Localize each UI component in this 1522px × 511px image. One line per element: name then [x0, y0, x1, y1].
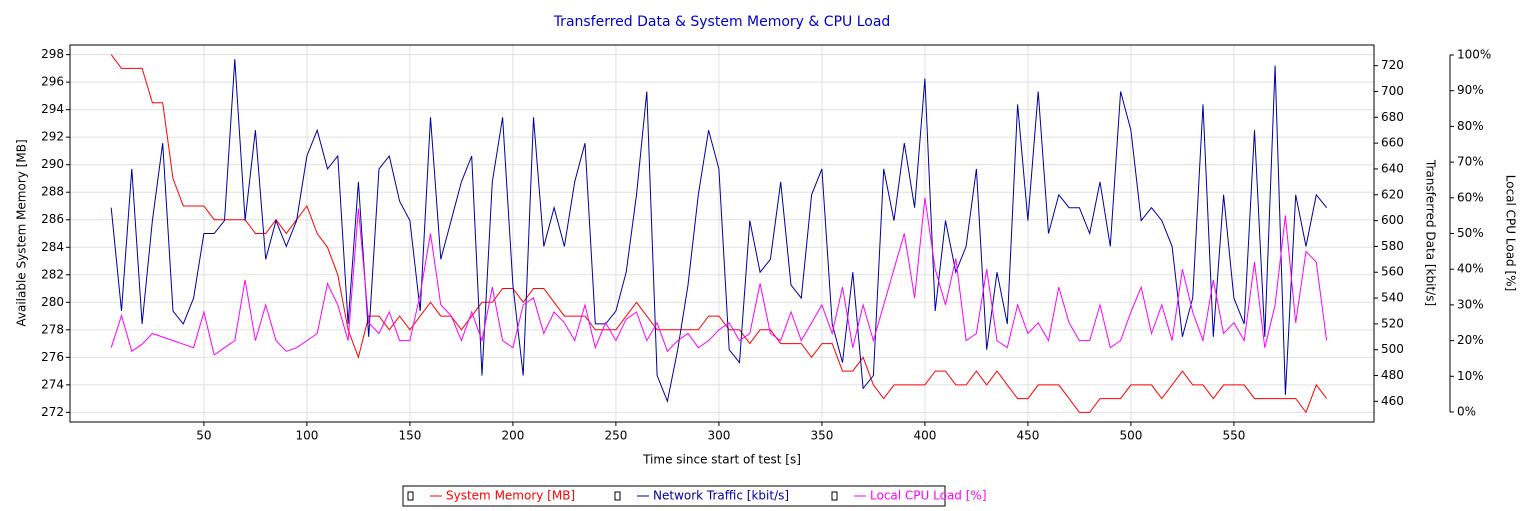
y2-tick-label: 540 — [1381, 291, 1404, 305]
y2-tick-label: 620 — [1381, 187, 1404, 201]
y3-tick-label: 70% — [1457, 155, 1484, 169]
y-tick-label: 294 — [41, 102, 64, 116]
y2-axis-label: Transferred Data [kbit/s] — [1424, 159, 1438, 306]
y-tick-label: 298 — [41, 47, 64, 61]
y-tick-label: 286 — [41, 212, 64, 226]
y2-tick-label: 560 — [1381, 265, 1404, 279]
y-tick-label: 276 — [41, 350, 64, 364]
x-tick-label: 400 — [913, 429, 936, 443]
y2-tick-label: 500 — [1381, 342, 1404, 356]
x-tick-label: 250 — [604, 429, 627, 443]
y-tick-label: 288 — [41, 185, 64, 199]
y-tick-label: 274 — [41, 377, 64, 391]
y-axis-label: Available System Memory [MB] — [15, 139, 29, 326]
y-tick-label: 290 — [41, 157, 64, 171]
legend-glyph — [407, 491, 414, 501]
y-tick-label: 280 — [41, 295, 64, 309]
y2-tick-label: 680 — [1381, 110, 1404, 124]
plot-frame — [69, 44, 1375, 423]
x-tick-label: 500 — [1119, 429, 1142, 443]
y3-tick-label: 40% — [1457, 262, 1484, 276]
x-tick-label: 350 — [810, 429, 833, 443]
y3-axis-label: Local CPU Load [%] — [1504, 175, 1518, 292]
y3-tick-label: 50% — [1457, 226, 1484, 240]
y2-tick-label: 460 — [1381, 394, 1404, 408]
x-tick-label: 100 — [295, 429, 318, 443]
y3-tick-label: 80% — [1457, 119, 1484, 133]
series-line — [110, 59, 1327, 404]
y2-tick-label: 700 — [1381, 84, 1404, 98]
x-tick-label: 200 — [501, 429, 524, 443]
x-tick-label: 300 — [707, 429, 730, 443]
y2-tick-label: 660 — [1381, 136, 1404, 150]
chart-title: Transferred Data & System Memory & CPU L… — [553, 14, 891, 30]
y2-tick-label: 720 — [1381, 58, 1404, 72]
legend-label: Local CPU Load [%] — [870, 489, 987, 503]
x-tick-label: 50 — [196, 429, 211, 443]
y2-tick-label: 520 — [1381, 316, 1404, 330]
series-line — [110, 54, 1327, 414]
y-tick-label: 278 — [41, 322, 64, 336]
y2-tick-label: 640 — [1381, 161, 1404, 175]
legend-box — [402, 485, 946, 507]
y2-tick-label: 600 — [1381, 213, 1404, 227]
y2-tick-label: 480 — [1381, 368, 1404, 382]
series-line — [110, 197, 1328, 356]
x-tick-label: 450 — [1016, 429, 1039, 443]
y3-tick-label: 0% — [1457, 405, 1476, 419]
y2-tick-label: 580 — [1381, 239, 1404, 253]
y3-tick-label: 100% — [1457, 47, 1491, 61]
x-tick-label: 150 — [398, 429, 421, 443]
legend-glyph — [614, 491, 621, 501]
y3-tick-label: 30% — [1457, 297, 1484, 311]
y-tick-label: 292 — [41, 130, 64, 144]
x-axis-label: Time since start of test [s] — [642, 453, 801, 467]
legend-label: Network Traffic [kbit/s] — [653, 489, 789, 503]
y3-tick-label: 10% — [1457, 369, 1484, 383]
y3-tick-label: 20% — [1457, 333, 1484, 347]
y-tick-label: 284 — [41, 240, 64, 254]
y-tick-label: 282 — [41, 267, 64, 281]
legend-label: System Memory [MB] — [446, 489, 575, 503]
y3-tick-label: 90% — [1457, 83, 1484, 97]
y-tick-label: 296 — [41, 75, 64, 89]
x-tick-label: 550 — [1222, 429, 1245, 443]
y3-tick-label: 60% — [1457, 190, 1484, 204]
y-tick-label: 272 — [41, 405, 64, 419]
legend-glyph — [831, 491, 838, 501]
